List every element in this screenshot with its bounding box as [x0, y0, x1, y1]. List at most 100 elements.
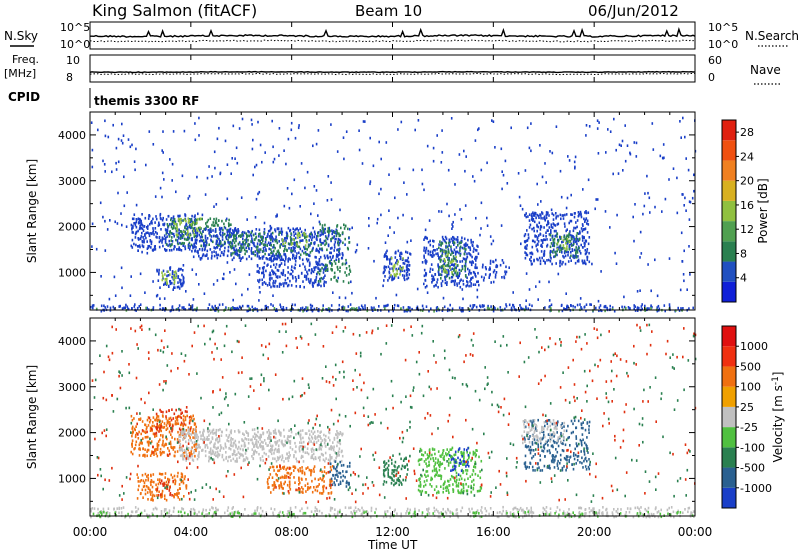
echo-cell: [213, 254, 216, 258]
echo-cell: [171, 494, 173, 497]
echo-cell: [155, 412, 158, 416]
echo-cell: [234, 229, 237, 232]
echo-cell: [162, 130, 164, 133]
echo-cell: [231, 157, 233, 160]
echo-cell: [563, 307, 565, 310]
echo-cell: [304, 308, 306, 311]
echo-cell: [385, 480, 388, 484]
echo-cell: [689, 273, 691, 276]
echo-cell: [231, 258, 234, 262]
echo-cell: [201, 449, 204, 452]
echo-cell: [395, 472, 398, 476]
echo-cell: [227, 233, 229, 237]
echo-cell: [251, 428, 254, 432]
echo-cell: [284, 253, 287, 256]
echo-cell: [178, 278, 181, 281]
echo-cell: [315, 278, 317, 282]
echo-cell: [141, 224, 144, 227]
echo-cell: [394, 482, 396, 485]
echo-cell: [412, 168, 415, 172]
echo-cell: [296, 233, 299, 237]
echo-cell: [274, 428, 277, 432]
echo-cell: [375, 296, 377, 300]
echo-cell: [142, 245, 145, 248]
echo-cell: [615, 148, 617, 152]
echo-cell: [144, 453, 146, 457]
echo-cell: [180, 421, 183, 425]
echo-cell: [312, 452, 315, 456]
echo-cell: [203, 242, 205, 246]
echo-cell: [476, 244, 478, 248]
echo-cell: [328, 233, 330, 237]
echo-cell: [173, 281, 176, 285]
echo-cell: [550, 225, 553, 229]
echo-cell: [553, 241, 556, 245]
echo-cell: [91, 165, 94, 169]
echo-cell: [162, 439, 164, 443]
echo-cell: [458, 282, 460, 285]
echo-cell: [174, 478, 176, 482]
echo-cell: [145, 478, 147, 482]
echo-cell: [142, 479, 145, 483]
echo-cell: [464, 250, 466, 253]
echo-cell: [175, 422, 178, 425]
echo-cell: [465, 248, 467, 251]
echo-cell: [324, 269, 327, 272]
echo-cell: [609, 226, 611, 229]
echo-cell: [181, 235, 184, 238]
echo-cell: [330, 304, 333, 307]
echo-cell: [293, 178, 296, 182]
echo-cell: [342, 479, 344, 483]
echo-cell: [465, 472, 468, 476]
echo-cell: [250, 438, 252, 442]
echo-cell: [568, 240, 571, 244]
echo-cell: [527, 233, 530, 236]
echo-cell: [247, 238, 249, 242]
echo-cell: [445, 241, 448, 245]
echo-cell: [301, 469, 304, 473]
echo-cell: [180, 282, 182, 286]
echo-cell: [306, 253, 308, 256]
echo-cell: [237, 242, 240, 246]
echo-cell: [239, 447, 242, 451]
echo-cell: [298, 477, 300, 480]
echo-cell: [436, 134, 438, 137]
echo-cell: [536, 238, 539, 241]
echo-cell: [300, 441, 303, 444]
echo-cell: [565, 250, 568, 254]
echo-cell: [473, 271, 476, 275]
echo-cell: [156, 414, 158, 418]
echo-cell: [289, 440, 292, 443]
echo-cell: [447, 258, 449, 261]
echo-cell: [427, 249, 429, 253]
echo-cell: [247, 438, 250, 441]
echo-cell: [421, 309, 424, 312]
echo-cell: [178, 435, 180, 439]
echo-cell: [184, 214, 187, 217]
echo-cell: [242, 256, 244, 259]
echo-cell: [429, 239, 431, 243]
echo-cell: [383, 305, 386, 309]
echo-cell: [206, 443, 208, 447]
echo-cell: [183, 448, 186, 452]
echo-cell: [232, 298, 234, 302]
echo-cell: [251, 252, 253, 255]
echo-cell: [244, 241, 247, 245]
echo-cell: [314, 477, 316, 481]
echo-cell: [210, 235, 213, 238]
echo-cell: [500, 224, 503, 227]
echo-cell: [284, 263, 286, 266]
echo-cell: [347, 281, 350, 285]
echo-cell: [479, 304, 481, 308]
echo-cell: [460, 491, 462, 495]
echo-cell: [579, 249, 581, 253]
echo-cell: [188, 248, 191, 251]
echo-cell: [494, 146, 496, 149]
echo-cell: [261, 160, 263, 164]
echo-cell: [137, 229, 139, 233]
echo-cell: [304, 244, 307, 247]
echo-cell: [578, 246, 580, 250]
echo-cell: [171, 270, 174, 273]
echo-cell: [472, 250, 475, 253]
echo-cell: [178, 246, 180, 249]
